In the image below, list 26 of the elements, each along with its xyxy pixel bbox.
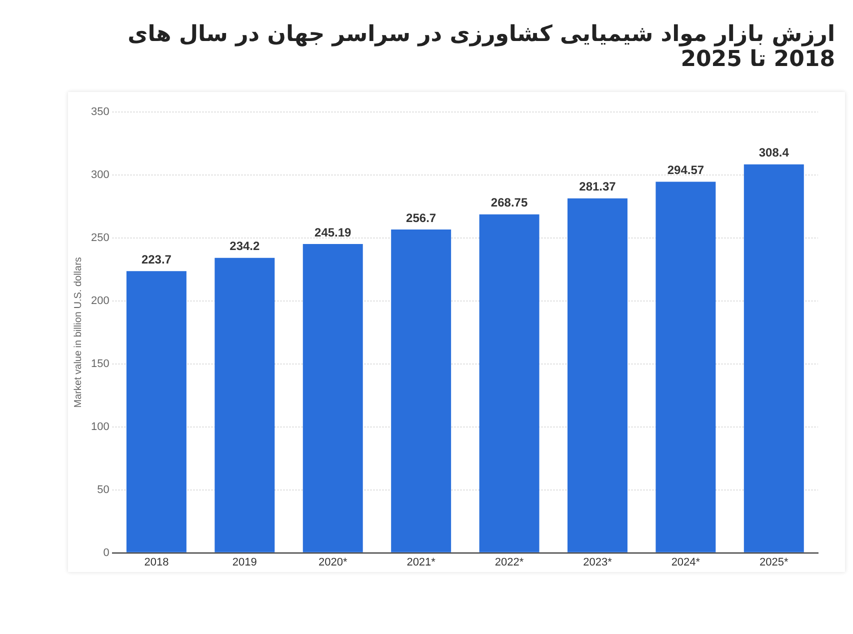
y-tick-label: 200 bbox=[90, 294, 110, 307]
x-tick-label: 2024* bbox=[671, 556, 701, 568]
data-label: 256.7 bbox=[406, 210, 436, 225]
data-label: 308.4 bbox=[758, 146, 790, 160]
data-label: 245.19 bbox=[314, 225, 352, 240]
x-tick-label: 2022* bbox=[494, 556, 524, 568]
y-tick-label: 0 bbox=[103, 546, 110, 559]
data-label: 223.7 bbox=[141, 252, 172, 266]
y-axis-title: Market value in billion U.S. dollars bbox=[72, 257, 84, 408]
x-tick-label: 2021* bbox=[406, 556, 436, 568]
x-tick-label: 2018 bbox=[144, 556, 169, 568]
x-tick-label: 2025* bbox=[760, 556, 789, 568]
y-tick-label: 350 bbox=[90, 106, 110, 118]
data-label: 281.37 bbox=[579, 180, 616, 194]
y-tick-label: 300 bbox=[90, 169, 110, 182]
y-tick-label: 100 bbox=[90, 420, 110, 433]
y-tick-label: 50 bbox=[97, 484, 110, 496]
y-tick-label: 150 bbox=[90, 358, 110, 370]
data-label: 234.2 bbox=[230, 239, 260, 254]
x-tick-label: 2020* bbox=[318, 556, 348, 568]
y-tick-label: 250 bbox=[90, 232, 110, 244]
data-label: 294.57 bbox=[667, 163, 704, 178]
x-tick-label: 2019 bbox=[232, 556, 257, 568]
chart-title: ارزش بازار مواد شیمیایی کشاورزی در سراسر جهان در سال های 2018 تا 2025 bbox=[126, 21, 836, 74]
x-tick-label: 2023* bbox=[583, 556, 613, 568]
data-label: 268.75 bbox=[490, 196, 528, 210]
